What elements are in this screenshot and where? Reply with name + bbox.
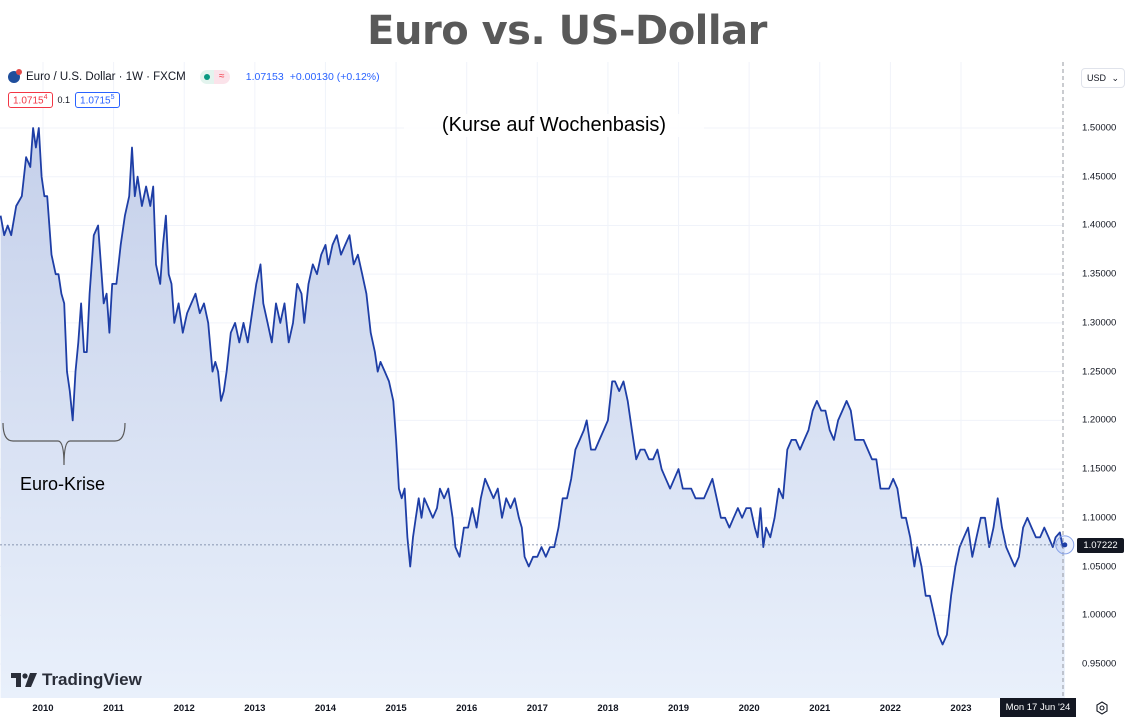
sell-button[interactable]: 1.07154 (8, 92, 53, 109)
last-price: 1.07153 (245, 71, 284, 83)
ask-price-fraction: 5 (110, 94, 115, 101)
time-tick-label: 2019 (667, 703, 690, 714)
gear-icon[interactable] (1095, 701, 1109, 715)
tradingview-logo-text: TradingView (42, 670, 142, 689)
time-tick-label: 2013 (244, 703, 266, 714)
time-tick-label: 2018 (597, 703, 619, 714)
slide-title: Euro vs. US-Dollar (367, 8, 767, 54)
price-tick-label: 1.35000 (1082, 268, 1117, 280)
symbol-legend: Euro / U.S. Dollar · 1W · FXCM ≈ 1.07153… (8, 69, 380, 84)
tradingview-logo[interactable]: TradingView (11, 670, 142, 690)
price-chart[interactable] (0, 62, 1134, 720)
eur-usd-flag-icon (8, 69, 22, 83)
price-tick-label: 1.45000 (1082, 171, 1117, 183)
price-tick-label: 1.20000 (1082, 414, 1117, 426)
tradingview-logo-icon (11, 673, 37, 687)
price-tick-label: 1.15000 (1082, 463, 1117, 475)
price-tick-label: 1.30000 (1082, 317, 1117, 329)
price-tick-label: 1.05000 (1082, 561, 1117, 573)
chevron-down-icon: ⌄ (1111, 72, 1119, 83)
currency-value: USD (1087, 73, 1107, 83)
market-open-dot-icon (199, 70, 214, 84)
ask-price: 1.0715 (80, 95, 111, 107)
symbol-title[interactable]: Euro / U.S. Dollar · 1W · FXCM (26, 71, 186, 83)
price-tick-label: 1.40000 (1082, 219, 1117, 231)
time-tick-label: 2015 (385, 703, 407, 714)
time-tick-label: 2014 (314, 703, 337, 714)
price-tick-label: 1.00000 (1082, 609, 1117, 621)
spread: 0.1 (57, 95, 71, 106)
chart-area[interactable] (0, 62, 1134, 720)
time-tick-label: 2010 (32, 703, 54, 714)
chart-subtitle: (Kurse auf Wochenbasis) (404, 114, 704, 137)
time-tick-label: 2012 (173, 703, 195, 714)
bid-price-fraction: 4 (43, 94, 48, 101)
price-tick-label: 1.50000 (1082, 122, 1117, 134)
price-change: +0.00130 (+0.12%) (289, 71, 380, 83)
current-price-label: 1.07222 (1077, 538, 1124, 553)
time-tick-label: 2021 (809, 703, 831, 714)
market-status-pill[interactable]: ≈ (199, 70, 230, 84)
bid-ask-quotes: 1.07154 0.1 1.07155 (8, 92, 120, 109)
time-tick-label: 2023 (950, 703, 972, 714)
wave-icon: ≈ (213, 70, 230, 84)
time-tick-label: 2011 (103, 703, 124, 714)
currency-select[interactable]: USD ⌄ (1081, 68, 1125, 88)
time-tick-label: 2020 (738, 703, 760, 714)
time-tick-label: 2022 (879, 703, 901, 714)
time-tick-label: 2016 (456, 703, 478, 714)
price-tick-label: 1.25000 (1082, 366, 1117, 378)
price-tick-label: 1.10000 (1082, 512, 1117, 524)
time-tick-label: 2017 (526, 703, 548, 714)
buy-button[interactable]: 1.07155 (75, 92, 120, 109)
crosshair-date-label: Mon 17 Jun '24 (1000, 698, 1076, 717)
price-tick-label: 0.95000 (1082, 658, 1117, 670)
bid-price: 1.0715 (13, 95, 44, 107)
euro-krise-annotation: Euro-Krise (20, 474, 106, 494)
